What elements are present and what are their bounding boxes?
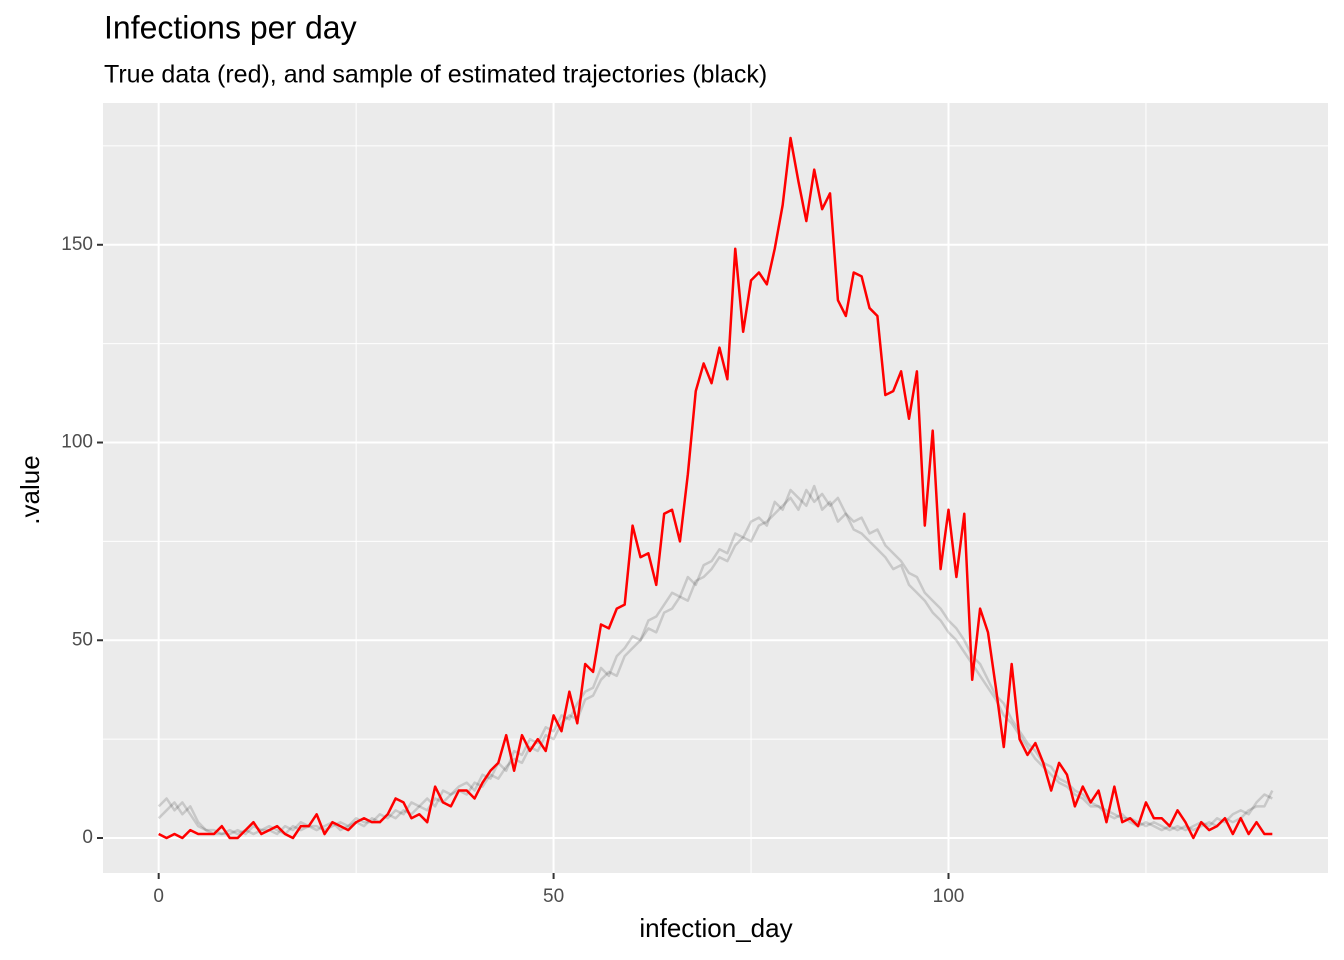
y-tick-label: 150 [61, 234, 93, 255]
plot-panel [103, 103, 1328, 873]
x-tick-label: 50 [543, 886, 564, 907]
y-axis-title: .value [15, 455, 45, 524]
y-tick-label: 100 [61, 432, 93, 453]
y-tick-label: 0 [82, 827, 93, 848]
x-tick-label: 100 [933, 886, 965, 907]
y-tick-label: 50 [72, 629, 93, 650]
chart-title: Infections per day [104, 9, 357, 45]
series-line [157, 484, 1274, 836]
x-axis-title: infection_day [639, 913, 792, 943]
x-tick-label: 0 [153, 886, 164, 907]
chart-subtitle: True data (red), and sample of estimated… [104, 61, 767, 89]
plot-area [103, 103, 1328, 873]
series-line [158, 136, 1273, 840]
